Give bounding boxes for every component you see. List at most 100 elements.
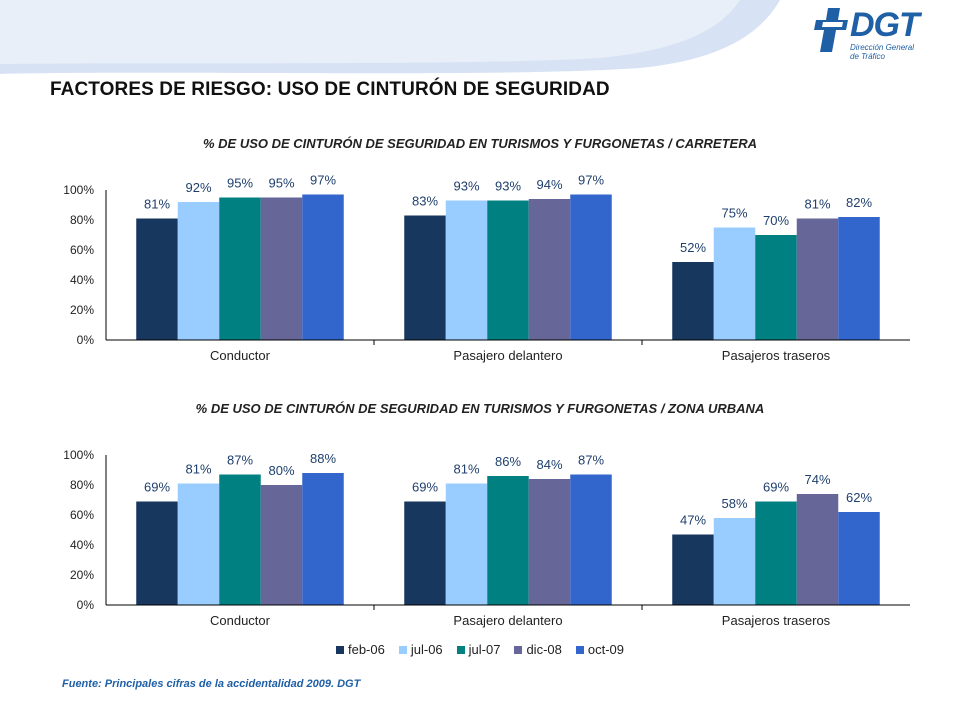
- bar: [136, 218, 178, 340]
- bar: [177, 483, 220, 605]
- y-tick-label: 20%: [70, 568, 94, 582]
- dgt-logo: DGT Dirección General de Tráfico: [814, 6, 954, 64]
- y-tick-label: 80%: [70, 213, 94, 227]
- y-tick-label: 60%: [70, 243, 94, 257]
- data-label: 69%: [763, 480, 789, 495]
- page-title: FACTORES DE RIESGO: USO DE CINTURÓN DE S…: [50, 79, 610, 100]
- data-label: 92%: [185, 180, 211, 195]
- data-label: 95%: [227, 176, 253, 191]
- legend-swatch: [514, 645, 523, 654]
- legend-label: oct-09: [587, 642, 625, 657]
- data-label: 70%: [763, 213, 789, 228]
- data-label: 62%: [846, 490, 872, 505]
- bar: [713, 518, 756, 605]
- y-tick-label: 40%: [70, 538, 94, 552]
- bar: [796, 494, 839, 605]
- bar: [755, 235, 797, 340]
- bar: [260, 197, 303, 340]
- data-label: 80%: [268, 463, 294, 478]
- x-tick-label: Pasajero delantero: [453, 348, 562, 363]
- chart-zona-urbana: % DE USO DE CINTURÓN DE SEGURIDAD EN TUR…: [0, 385, 960, 640]
- data-label: 87%: [578, 453, 604, 468]
- legend-item: jul-06: [398, 642, 443, 657]
- source-note: Fuente: Principales cifras de la acciden…: [62, 678, 361, 690]
- bar: [404, 215, 446, 340]
- bar: [219, 197, 261, 340]
- bar: [528, 479, 571, 605]
- y-tick-label: 100%: [63, 448, 94, 462]
- bar: [570, 474, 612, 605]
- data-label: 69%: [144, 480, 170, 495]
- bar: [796, 218, 839, 340]
- header-swoosh: [0, 0, 780, 74]
- bar: [302, 473, 344, 605]
- bar: [570, 194, 612, 340]
- data-label: 81%: [453, 462, 479, 477]
- legend-label: feb-06: [347, 642, 385, 657]
- data-label: 82%: [846, 195, 872, 210]
- bar: [445, 483, 488, 605]
- data-label: 87%: [227, 453, 253, 468]
- y-tick-label: 0%: [77, 333, 95, 347]
- bar: [755, 501, 797, 605]
- data-label: 88%: [310, 451, 336, 466]
- x-tick-label: Pasajero delantero: [453, 613, 562, 628]
- bar: [260, 485, 303, 605]
- chart-plot-zona-urbana: 0% 20% 40% 60% 80% 100% 69% 81% 87% 80% 88% Conduct…: [63, 448, 910, 628]
- data-label: 97%: [578, 173, 604, 188]
- x-tick-label: Pasajeros traseros: [722, 348, 831, 363]
- data-label: 81%: [185, 462, 211, 477]
- logo-subtitle: Dirección General de Tráfico: [850, 43, 915, 61]
- data-label: 81%: [144, 197, 170, 212]
- bar: [445, 200, 488, 340]
- data-label: 75%: [721, 206, 747, 221]
- bar: [838, 512, 880, 605]
- data-label: 84%: [536, 457, 562, 472]
- legend-item: jul-07: [456, 642, 501, 657]
- data-label: 93%: [495, 179, 521, 194]
- bar: [136, 501, 178, 605]
- bar: [672, 534, 714, 605]
- legend-label: dic-08: [526, 642, 562, 657]
- logo-text: DGT: [850, 6, 920, 44]
- legend-label: jul-07: [468, 642, 501, 657]
- bar: [177, 202, 220, 340]
- data-label: 95%: [268, 176, 294, 191]
- bar: [302, 194, 344, 340]
- bar: [528, 199, 571, 340]
- y-tick-label: 100%: [63, 183, 94, 197]
- data-label: 74%: [804, 472, 830, 487]
- x-tick-label: Conductor: [210, 348, 271, 363]
- data-label: 69%: [412, 480, 438, 495]
- chart-carretera: % DE USO DE CINTURÓN DE SEGURIDAD EN TUR…: [0, 120, 960, 375]
- dgt-cross-icon: [814, 8, 848, 52]
- legend-swatch: [335, 645, 344, 654]
- legend-swatch: [398, 645, 407, 654]
- y-tick-label: 40%: [70, 273, 94, 287]
- data-label: 94%: [536, 177, 562, 192]
- chart-title: % DE USO DE CINTURÓN DE SEGURIDAD EN TUR…: [195, 401, 765, 416]
- y-tick-label: 80%: [70, 478, 94, 492]
- y-tick-label: 60%: [70, 508, 94, 522]
- chart-title: % DE USO DE CINTURÓN DE SEGURIDAD EN TUR…: [203, 136, 757, 151]
- bar: [404, 501, 446, 605]
- y-tick-label: 20%: [70, 303, 94, 317]
- data-label: 81%: [804, 197, 830, 212]
- bar: [672, 262, 714, 340]
- data-label: 86%: [495, 454, 521, 469]
- bar: [487, 200, 529, 340]
- y-tick-label: 0%: [77, 598, 95, 612]
- legend-item: dic-08: [514, 642, 562, 657]
- legend-item: feb-06: [335, 642, 385, 657]
- data-label: 93%: [453, 179, 479, 194]
- bar: [487, 476, 529, 605]
- bar: [838, 217, 880, 340]
- legend-swatch: [575, 645, 584, 654]
- data-label: 97%: [310, 173, 336, 188]
- data-label: 58%: [721, 496, 747, 511]
- x-tick-label: Conductor: [210, 613, 271, 628]
- chart-plot-carretera: 0% 20% 40% 60% 80% 100% 81% 92% 95% 95% 97% Conduct…: [63, 173, 910, 363]
- data-label: 83%: [412, 194, 438, 209]
- legend-label: jul-06: [410, 642, 443, 657]
- bar: [219, 474, 261, 605]
